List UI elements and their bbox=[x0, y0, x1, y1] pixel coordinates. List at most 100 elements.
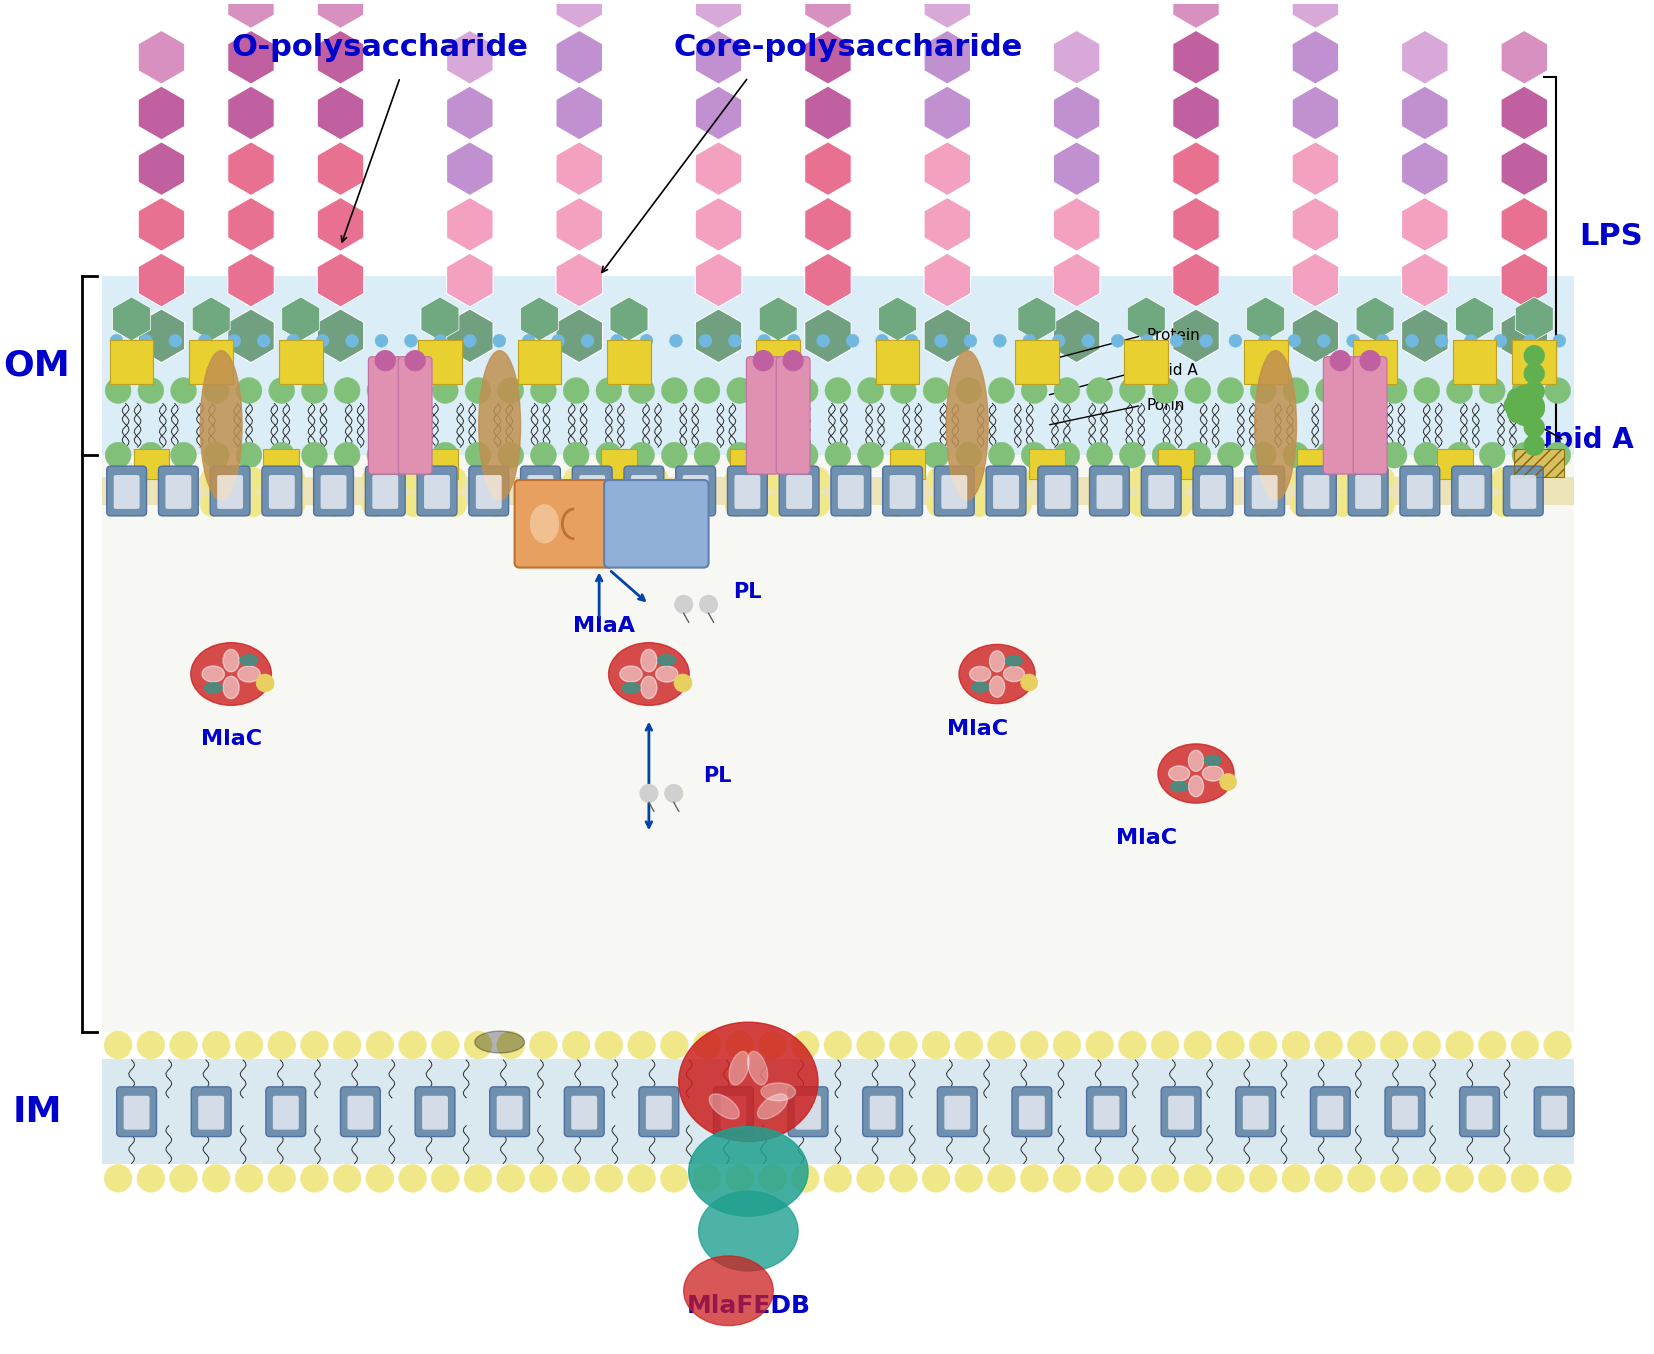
Polygon shape bbox=[1054, 142, 1100, 195]
FancyBboxPatch shape bbox=[935, 466, 974, 516]
Circle shape bbox=[926, 467, 951, 492]
FancyBboxPatch shape bbox=[103, 276, 1575, 455]
FancyBboxPatch shape bbox=[1535, 1087, 1575, 1136]
Circle shape bbox=[268, 1032, 296, 1059]
Circle shape bbox=[1021, 1032, 1049, 1059]
Circle shape bbox=[1082, 334, 1095, 347]
Circle shape bbox=[1217, 443, 1244, 468]
Polygon shape bbox=[925, 253, 971, 307]
Circle shape bbox=[695, 443, 719, 468]
Polygon shape bbox=[139, 87, 185, 139]
Circle shape bbox=[1282, 1032, 1310, 1059]
Circle shape bbox=[228, 334, 241, 347]
FancyBboxPatch shape bbox=[418, 340, 461, 383]
FancyBboxPatch shape bbox=[1158, 450, 1194, 479]
FancyBboxPatch shape bbox=[1503, 466, 1543, 516]
Circle shape bbox=[1085, 1164, 1113, 1193]
Circle shape bbox=[753, 351, 772, 371]
Circle shape bbox=[270, 378, 294, 403]
Polygon shape bbox=[1502, 253, 1548, 307]
FancyBboxPatch shape bbox=[528, 475, 554, 509]
Circle shape bbox=[362, 493, 385, 517]
Circle shape bbox=[198, 334, 212, 347]
Circle shape bbox=[1371, 467, 1394, 492]
Circle shape bbox=[1217, 1032, 1244, 1059]
Circle shape bbox=[1494, 334, 1507, 347]
Polygon shape bbox=[1247, 297, 1285, 341]
Polygon shape bbox=[1173, 198, 1219, 252]
Circle shape bbox=[805, 467, 830, 492]
Circle shape bbox=[581, 334, 594, 347]
Circle shape bbox=[1376, 334, 1389, 347]
Circle shape bbox=[1184, 378, 1211, 403]
Circle shape bbox=[119, 493, 144, 517]
Circle shape bbox=[640, 334, 653, 347]
Polygon shape bbox=[281, 297, 319, 341]
Circle shape bbox=[791, 1032, 819, 1059]
Ellipse shape bbox=[223, 650, 240, 672]
Circle shape bbox=[137, 443, 164, 468]
Circle shape bbox=[241, 467, 265, 492]
FancyBboxPatch shape bbox=[1515, 450, 1565, 477]
FancyBboxPatch shape bbox=[863, 1087, 903, 1136]
FancyBboxPatch shape bbox=[109, 340, 154, 383]
Circle shape bbox=[1184, 1164, 1212, 1193]
Circle shape bbox=[268, 1164, 296, 1193]
Circle shape bbox=[989, 378, 1014, 403]
Ellipse shape bbox=[190, 643, 271, 705]
Polygon shape bbox=[695, 198, 741, 252]
Polygon shape bbox=[556, 87, 602, 139]
FancyBboxPatch shape bbox=[734, 475, 761, 509]
Ellipse shape bbox=[238, 666, 260, 682]
Circle shape bbox=[792, 378, 819, 403]
Circle shape bbox=[1249, 1164, 1277, 1193]
Circle shape bbox=[640, 784, 658, 803]
FancyBboxPatch shape bbox=[1201, 475, 1226, 509]
Circle shape bbox=[1249, 1032, 1277, 1059]
Circle shape bbox=[1054, 378, 1080, 403]
FancyBboxPatch shape bbox=[1148, 475, 1174, 509]
Circle shape bbox=[1087, 443, 1113, 468]
Polygon shape bbox=[805, 253, 852, 307]
Text: IM: IM bbox=[12, 1095, 61, 1129]
Ellipse shape bbox=[475, 1032, 524, 1053]
Circle shape bbox=[432, 1032, 460, 1059]
Circle shape bbox=[1153, 443, 1178, 468]
Polygon shape bbox=[139, 309, 185, 363]
Polygon shape bbox=[447, 87, 493, 139]
Polygon shape bbox=[805, 198, 852, 252]
Circle shape bbox=[498, 443, 524, 468]
Circle shape bbox=[693, 1032, 721, 1059]
Circle shape bbox=[766, 467, 789, 492]
Circle shape bbox=[857, 1164, 885, 1193]
Circle shape bbox=[1284, 443, 1308, 468]
Circle shape bbox=[405, 334, 417, 347]
Circle shape bbox=[1371, 493, 1394, 517]
FancyBboxPatch shape bbox=[1353, 340, 1398, 383]
Circle shape bbox=[281, 467, 304, 492]
Circle shape bbox=[564, 443, 589, 468]
Circle shape bbox=[825, 443, 850, 468]
FancyBboxPatch shape bbox=[468, 466, 509, 516]
Polygon shape bbox=[695, 87, 741, 139]
Circle shape bbox=[1464, 334, 1477, 347]
Circle shape bbox=[362, 467, 385, 492]
FancyBboxPatch shape bbox=[830, 466, 870, 516]
Ellipse shape bbox=[478, 351, 521, 500]
FancyBboxPatch shape bbox=[273, 1095, 299, 1129]
FancyBboxPatch shape bbox=[321, 475, 346, 509]
Circle shape bbox=[1169, 493, 1193, 517]
Polygon shape bbox=[228, 198, 275, 252]
FancyBboxPatch shape bbox=[165, 475, 192, 509]
Circle shape bbox=[693, 1164, 721, 1193]
Ellipse shape bbox=[946, 351, 987, 500]
Circle shape bbox=[332, 1164, 361, 1193]
FancyBboxPatch shape bbox=[944, 1095, 971, 1129]
Polygon shape bbox=[1401, 253, 1447, 307]
Ellipse shape bbox=[622, 682, 640, 693]
FancyBboxPatch shape bbox=[1045, 475, 1070, 509]
Circle shape bbox=[1021, 443, 1047, 468]
Polygon shape bbox=[1054, 253, 1100, 307]
Polygon shape bbox=[695, 0, 741, 28]
Circle shape bbox=[1515, 405, 1535, 425]
